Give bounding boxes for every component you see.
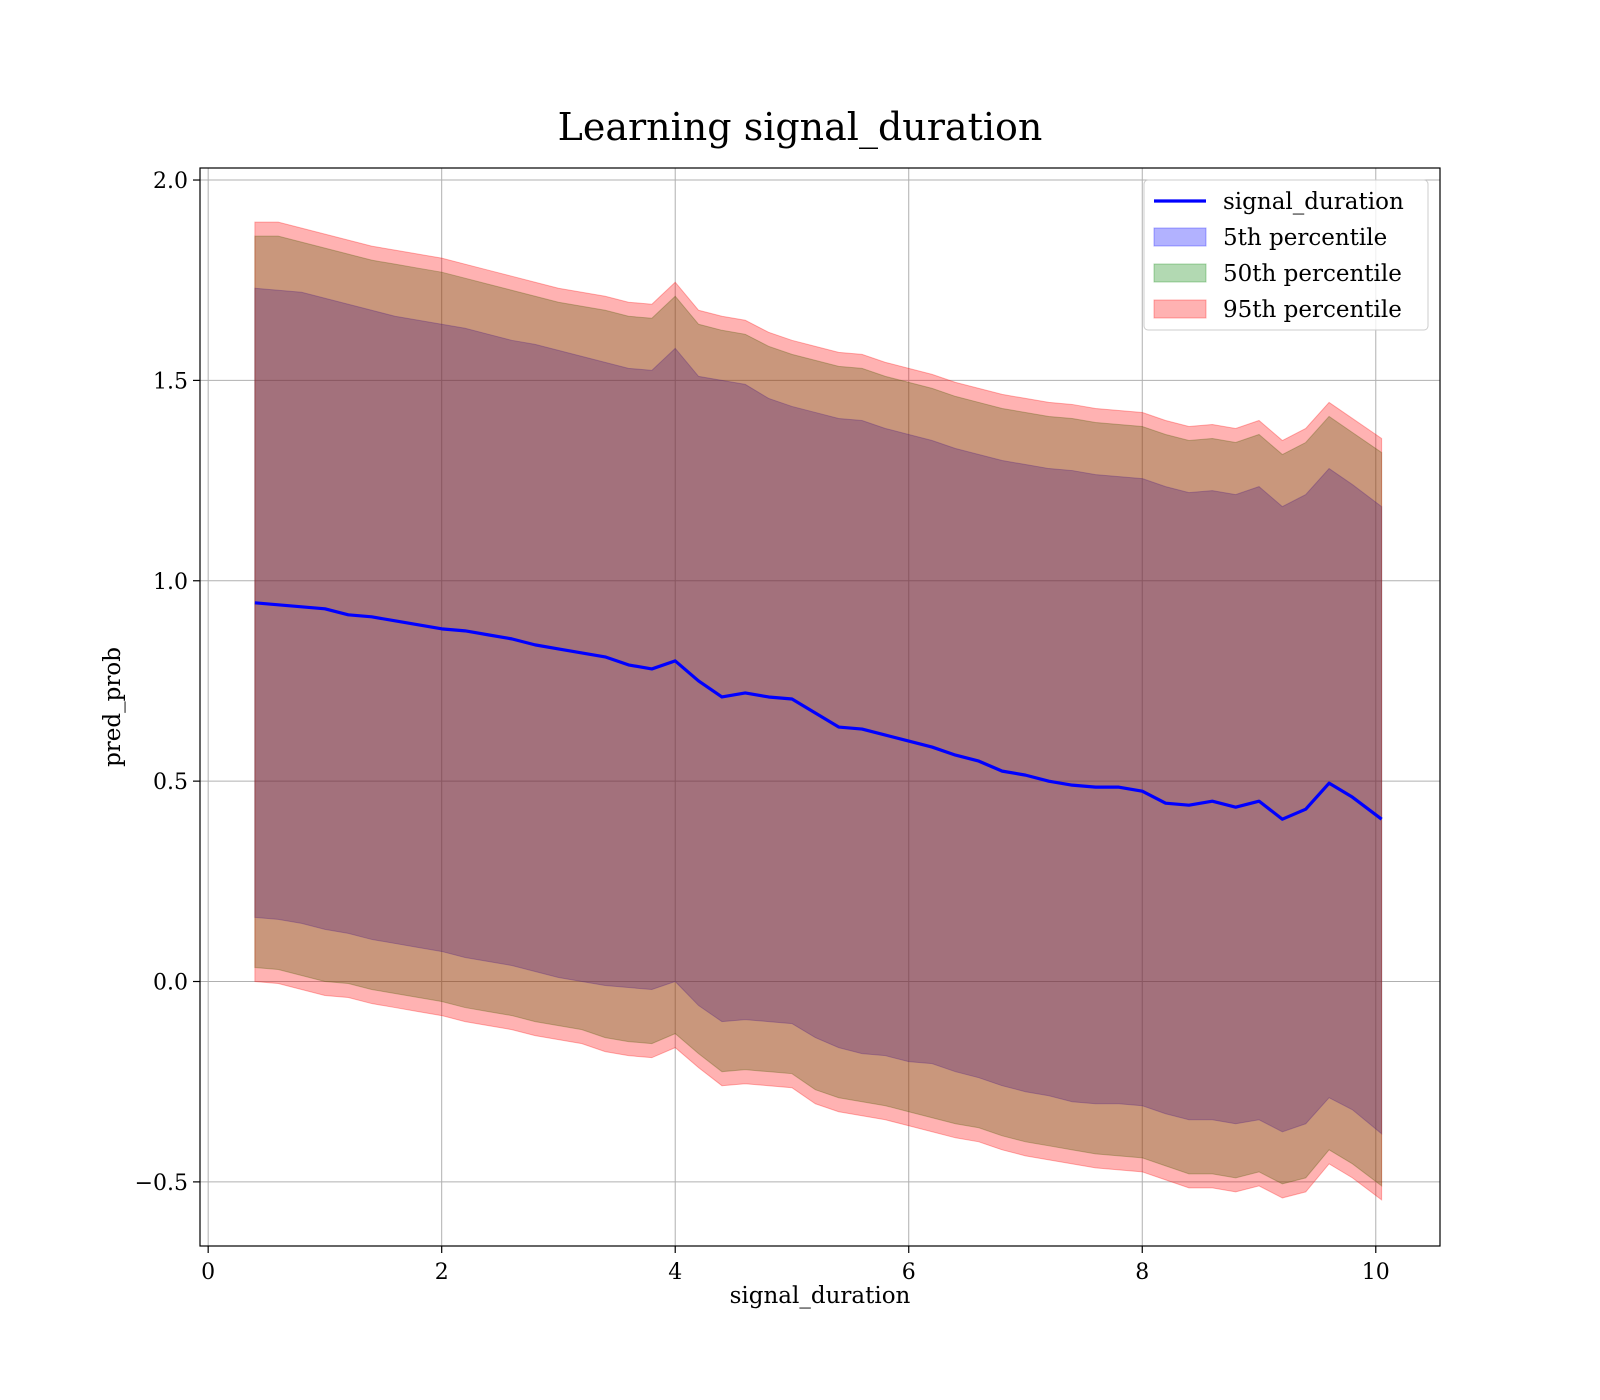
x-ticks: 0 2 4 6 8 10 xyxy=(201,1246,1390,1285)
x-tick-label: 4 xyxy=(668,1260,682,1285)
line-signal_duration xyxy=(254,601,1383,821)
legend-swatch xyxy=(1153,299,1207,319)
band-95th-percentile xyxy=(254,221,1383,1201)
legend-label: signal_duration xyxy=(1223,189,1404,215)
plot-frame xyxy=(199,167,1441,1247)
x-tick-label: 10 xyxy=(1362,1260,1390,1285)
chart-title: Learning signal_duration xyxy=(558,105,1043,150)
legend: signal_duration 5th percentile 50th percen… xyxy=(1143,179,1429,331)
y-tick-label: 0.0 xyxy=(153,971,188,996)
y-tick-label: 0.5 xyxy=(153,770,188,795)
x-tick-label: 6 xyxy=(902,1260,916,1285)
y-tick-label: −0.5 xyxy=(135,1171,188,1196)
grid xyxy=(200,168,1440,1246)
x-axis-label: signal_duration xyxy=(730,1283,911,1309)
y-tick-label: 1.5 xyxy=(153,369,188,394)
x-tick-label: 0 xyxy=(201,1260,215,1285)
x-tick-label: 2 xyxy=(435,1260,449,1285)
y-ticks: −0.5 0.0 0.5 1.0 1.5 2.0 xyxy=(135,169,200,1196)
y-axis-label: pred_prob xyxy=(100,647,126,767)
percentile-bands xyxy=(254,221,1383,1201)
legend-label: 95th percentile xyxy=(1223,297,1402,323)
legend-swatch xyxy=(1153,263,1207,283)
legend-box xyxy=(1143,179,1429,331)
legend-label: 50th percentile xyxy=(1223,261,1402,287)
y-tick-label: 2.0 xyxy=(153,169,188,194)
band-5th-percentile xyxy=(254,287,1383,1135)
x-tick-label: 8 xyxy=(1135,1260,1149,1285)
y-tick-label: 1.0 xyxy=(153,570,188,595)
band-50th-percentile xyxy=(254,235,1383,1187)
legend-label: 5th percentile xyxy=(1223,225,1387,251)
series-lines xyxy=(254,601,1383,821)
legend-swatch xyxy=(1153,227,1207,247)
